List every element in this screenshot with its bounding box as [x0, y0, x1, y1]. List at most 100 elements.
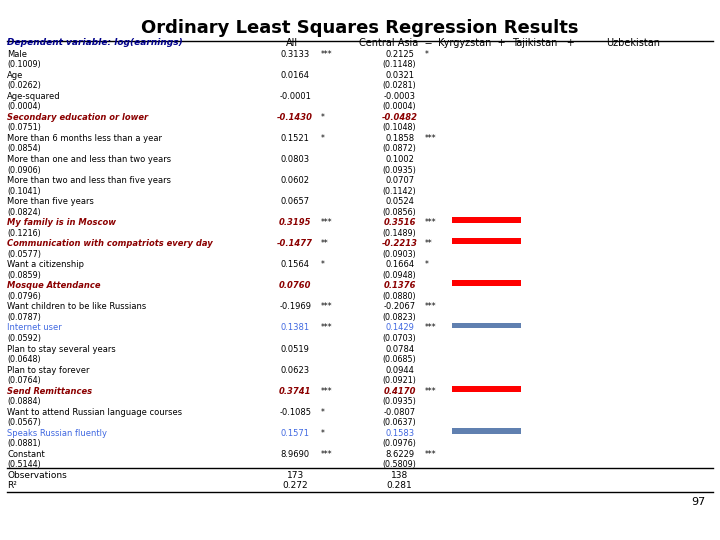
Text: ***: *** [425, 134, 436, 143]
Text: (0.0764): (0.0764) [7, 376, 41, 385]
Text: R²: R² [7, 482, 17, 490]
Text: 0.1429: 0.1429 [385, 323, 414, 333]
Text: (0.0935): (0.0935) [382, 397, 417, 406]
Text: Internet user: Internet user [7, 323, 62, 333]
Text: 0.0760: 0.0760 [279, 281, 312, 291]
Text: 8.6229: 8.6229 [385, 450, 414, 459]
Text: More than five years: More than five years [7, 197, 94, 206]
Text: Observations: Observations [7, 471, 67, 480]
Text: Communication with compatriots every day: Communication with compatriots every day [7, 239, 213, 248]
Text: (0.1142): (0.1142) [383, 186, 416, 195]
Text: 0.0164: 0.0164 [281, 71, 310, 80]
Text: 0.1583: 0.1583 [385, 429, 414, 438]
Text: (0.0637): (0.0637) [383, 418, 416, 427]
Text: 8.9690: 8.9690 [281, 450, 310, 459]
Text: ***: *** [425, 302, 436, 312]
Text: (0.0787): (0.0787) [7, 313, 41, 322]
Text: *: * [320, 134, 324, 143]
Text: (0.0577): (0.0577) [7, 249, 41, 259]
Text: (0.0648): (0.0648) [7, 355, 41, 364]
Text: More than two and less than five years: More than two and less than five years [7, 176, 171, 185]
Text: *: * [425, 260, 428, 269]
Text: (0.0872): (0.0872) [382, 144, 417, 153]
Text: *: * [320, 260, 324, 269]
FancyBboxPatch shape [452, 217, 521, 223]
Text: -0.0001: -0.0001 [279, 92, 311, 101]
Text: **: ** [425, 239, 433, 248]
Text: 0.0519: 0.0519 [281, 345, 310, 354]
Text: (0.0824): (0.0824) [7, 207, 41, 217]
Text: ***: *** [425, 323, 436, 333]
Text: 0.0524: 0.0524 [385, 197, 414, 206]
Text: -0.0003: -0.0003 [384, 92, 415, 101]
Text: ***: *** [425, 387, 436, 396]
Text: (0.0567): (0.0567) [7, 418, 41, 427]
Text: Ordinary Least Squares Regression Results: Ordinary Least Squares Regression Result… [141, 19, 579, 37]
Text: 0.0602: 0.0602 [281, 176, 310, 185]
Text: 0.3195: 0.3195 [279, 218, 312, 227]
Text: (0.0859): (0.0859) [7, 271, 41, 280]
Text: ***: *** [320, 387, 332, 396]
Text: 0.0707: 0.0707 [385, 176, 414, 185]
Text: -0.0482: -0.0482 [382, 113, 418, 122]
Text: (0.0703): (0.0703) [383, 334, 416, 343]
Text: Speaks Russian fluently: Speaks Russian fluently [7, 429, 107, 438]
Text: 0.0623: 0.0623 [281, 366, 310, 375]
Text: -0.1477: -0.1477 [277, 239, 313, 248]
Text: Kyrgyzstan  +: Kyrgyzstan + [438, 38, 505, 48]
Text: Age: Age [7, 71, 24, 80]
Text: 0.281: 0.281 [387, 482, 413, 490]
Text: -0.2067: -0.2067 [384, 302, 415, 312]
Text: 138: 138 [391, 471, 408, 480]
Text: My family is in Moscow: My family is in Moscow [7, 218, 116, 227]
Text: More than 6 months less than a year: More than 6 months less than a year [7, 134, 162, 143]
Text: Constant: Constant [7, 450, 45, 459]
Text: 97: 97 [691, 497, 706, 508]
Text: (0.0856): (0.0856) [383, 207, 416, 217]
Text: Plan to stay several years: Plan to stay several years [7, 345, 116, 354]
Text: (0.1489): (0.1489) [383, 229, 416, 238]
Text: ***: *** [320, 218, 332, 227]
Text: -0.1969: -0.1969 [279, 302, 311, 312]
Text: 0.1564: 0.1564 [281, 260, 310, 269]
Text: Tajikistan   +: Tajikistan + [512, 38, 575, 48]
Text: 0.272: 0.272 [282, 482, 308, 490]
Text: More than one and less than two years: More than one and less than two years [7, 155, 171, 164]
Text: ***: *** [320, 323, 332, 333]
Text: 0.1571: 0.1571 [281, 429, 310, 438]
Text: (0.0948): (0.0948) [383, 271, 416, 280]
Text: (0.0796): (0.0796) [7, 292, 41, 301]
Text: (0.1048): (0.1048) [383, 123, 416, 132]
Text: *: * [320, 429, 324, 438]
Text: (0.0004): (0.0004) [383, 102, 416, 111]
Text: (0.0921): (0.0921) [382, 376, 417, 385]
Text: Secondary education or lower: Secondary education or lower [7, 113, 148, 122]
Text: 0.4170: 0.4170 [383, 387, 416, 396]
Text: 0.2125: 0.2125 [385, 50, 414, 59]
Text: (0.0281): (0.0281) [383, 81, 416, 90]
Text: Dependent variable: log(earnings): Dependent variable: log(earnings) [7, 38, 183, 47]
Text: (0.0751): (0.0751) [7, 123, 41, 132]
Text: (0.0685): (0.0685) [383, 355, 416, 364]
FancyBboxPatch shape [452, 386, 521, 392]
Text: 0.1858: 0.1858 [385, 134, 414, 143]
FancyBboxPatch shape [452, 280, 521, 286]
Text: Male: Male [7, 50, 27, 59]
Text: Age-squared: Age-squared [7, 92, 60, 101]
Text: -0.1085: -0.1085 [279, 408, 311, 417]
Text: (0.0592): (0.0592) [7, 334, 41, 343]
Text: Mosque Attendance: Mosque Attendance [7, 281, 101, 291]
Text: (0.0004): (0.0004) [7, 102, 41, 111]
Text: (0.1041): (0.1041) [7, 186, 41, 195]
Text: (0.1009): (0.1009) [7, 60, 41, 69]
Text: 0.1521: 0.1521 [281, 134, 310, 143]
Text: (0.1148): (0.1148) [383, 60, 416, 69]
FancyBboxPatch shape [452, 238, 521, 244]
Text: (0.0906): (0.0906) [7, 165, 41, 174]
Text: ***: *** [425, 218, 436, 227]
Text: 0.0803: 0.0803 [281, 155, 310, 164]
Text: ***: *** [320, 50, 332, 59]
Text: ***: *** [425, 450, 436, 459]
Text: (0.0884): (0.0884) [7, 397, 41, 406]
Text: Want children to be like Russians: Want children to be like Russians [7, 302, 146, 312]
